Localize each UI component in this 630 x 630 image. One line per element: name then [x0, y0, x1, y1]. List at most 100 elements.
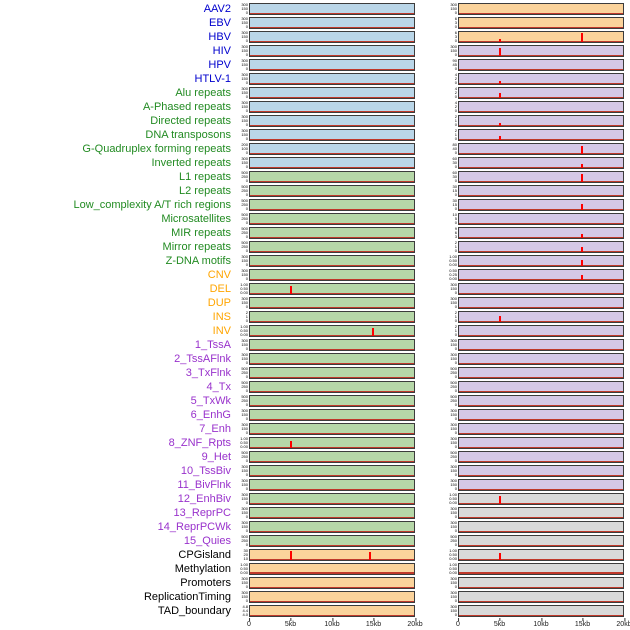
- signal-baseline: [459, 517, 623, 518]
- y-tick-label: 0: [245, 514, 248, 519]
- right-track: [458, 381, 624, 393]
- row-label: Mirror repeats: [162, 241, 231, 253]
- row-label: 8_ZNF_Rpts: [168, 437, 231, 449]
- y-tick-label: 0: [245, 598, 248, 603]
- track-row: Directed repeats 300 150 0 2 1 0: [0, 114, 630, 128]
- right-track-yaxis: 300 150 0: [443, 409, 458, 421]
- y-tick-label: 500: [241, 226, 248, 231]
- row-label: INS: [212, 311, 231, 323]
- right-track: [458, 3, 624, 15]
- y-tick-label: 300: [241, 44, 248, 49]
- row-label: 9_Het: [201, 451, 231, 463]
- row-label: HIV: [212, 45, 231, 57]
- right-track-yaxis: 80 40 0: [443, 143, 458, 155]
- y-tick-label: 0: [454, 10, 457, 15]
- signal-baseline: [459, 461, 623, 462]
- right-track: [458, 339, 624, 351]
- y-tick-label: 0.00: [240, 290, 248, 295]
- left-track: [249, 409, 415, 421]
- signal-baseline: [459, 447, 623, 448]
- row-label: Low_complexity A/T rich regions: [73, 199, 231, 211]
- left-track: [249, 591, 415, 603]
- y-tick-label: 0: [454, 346, 457, 351]
- row-label: HBV: [208, 31, 231, 43]
- signal-spike: [581, 275, 583, 280]
- y-tick-label: 150: [241, 160, 248, 165]
- y-tick-label: 150: [450, 594, 457, 599]
- row-label: 10_TssBiv: [180, 465, 231, 477]
- y-tick-label: 0.00: [240, 444, 248, 449]
- y-tick-label: 150: [241, 132, 248, 137]
- y-tick-label: 200: [241, 142, 248, 147]
- y-tick-label: 1: [454, 314, 457, 319]
- y-tick-label: 300: [241, 72, 248, 77]
- row-label: CNV: [207, 269, 231, 281]
- signal-baseline: [250, 587, 414, 588]
- signal-baseline: [250, 391, 414, 392]
- y-tick-label: 300: [241, 128, 248, 133]
- track-row: HPV 300 150 0 90 45 0: [0, 58, 630, 72]
- y-tick-label: 250: [241, 230, 248, 235]
- y-tick-label: 0: [245, 150, 248, 155]
- y-tick-label: 0.00: [240, 570, 248, 575]
- track-row: DEL 1.00 0.50 0.00 300 150 0: [0, 282, 630, 296]
- y-tick-label: 300: [241, 100, 248, 105]
- right-track-yaxis: 60 30 0: [443, 171, 458, 183]
- left-track: [249, 101, 415, 113]
- y-tick-label: 0: [245, 206, 248, 211]
- y-tick-label: 150: [450, 48, 457, 53]
- y-tick-label: 0: [245, 472, 248, 477]
- right-track-yaxis: 300 150 0: [443, 45, 458, 57]
- left-track-yaxis: 500 250 0: [234, 395, 249, 407]
- y-tick-label: 250: [241, 538, 248, 543]
- left-track: [249, 521, 415, 533]
- track-row: HBV 300 150 0 6 3 0: [0, 30, 630, 44]
- signal-baseline: [459, 475, 623, 476]
- y-tick-label: 150: [450, 440, 457, 445]
- y-tick-label: 150: [241, 426, 248, 431]
- right-track-yaxis: 300 150 0: [443, 605, 458, 617]
- right-track: [458, 227, 624, 239]
- row-label: Alu repeats: [175, 87, 231, 99]
- track-row: HIV 300 150 0 300 150 0: [0, 44, 630, 58]
- y-tick-label: 250: [450, 370, 457, 375]
- row-label: DEL: [209, 283, 231, 295]
- y-tick-label: 300: [241, 506, 248, 511]
- right-track: [458, 115, 624, 127]
- track-row: HTLV-1 300 150 0 4 2 0: [0, 72, 630, 86]
- signal-baseline: [459, 377, 623, 378]
- y-tick-label: 150: [450, 580, 457, 585]
- signal-baseline: [459, 572, 623, 574]
- track-row: G-Quadruplex forming repeats 200 100 0 80 40 0: [0, 142, 630, 156]
- y-tick-label: 5: [454, 216, 457, 221]
- y-tick-label: 300: [241, 156, 248, 161]
- y-tick-label: 9: [454, 226, 457, 231]
- signal-baseline: [250, 489, 414, 490]
- y-tick-label: 150: [450, 412, 457, 417]
- y-tick-label: 150: [450, 286, 457, 291]
- y-tick-label: 300: [241, 422, 248, 427]
- y-tick-label: 300: [450, 296, 457, 301]
- y-tick-label: 150: [450, 356, 457, 361]
- signal-baseline: [459, 419, 623, 420]
- left-track-yaxis: 500 250 0: [234, 227, 249, 239]
- y-tick-label: 2: [454, 90, 457, 95]
- y-tick-label: 150: [241, 580, 248, 585]
- row-label: Inverted repeats: [151, 157, 232, 169]
- y-tick-label: 250: [241, 398, 248, 403]
- y-tick-label: 500: [241, 534, 248, 539]
- y-tick-label: 300: [241, 478, 248, 483]
- left-track-yaxis: 1.00 0.50 0.00: [234, 437, 249, 449]
- left-track: [249, 171, 415, 183]
- signal-baseline: [250, 181, 414, 182]
- left-track: [249, 325, 415, 337]
- signal-baseline: [250, 265, 414, 266]
- y-tick-label: 2: [454, 240, 457, 245]
- signal-baseline: [250, 363, 414, 364]
- signal-spike: [499, 92, 501, 98]
- left-track: [249, 493, 415, 505]
